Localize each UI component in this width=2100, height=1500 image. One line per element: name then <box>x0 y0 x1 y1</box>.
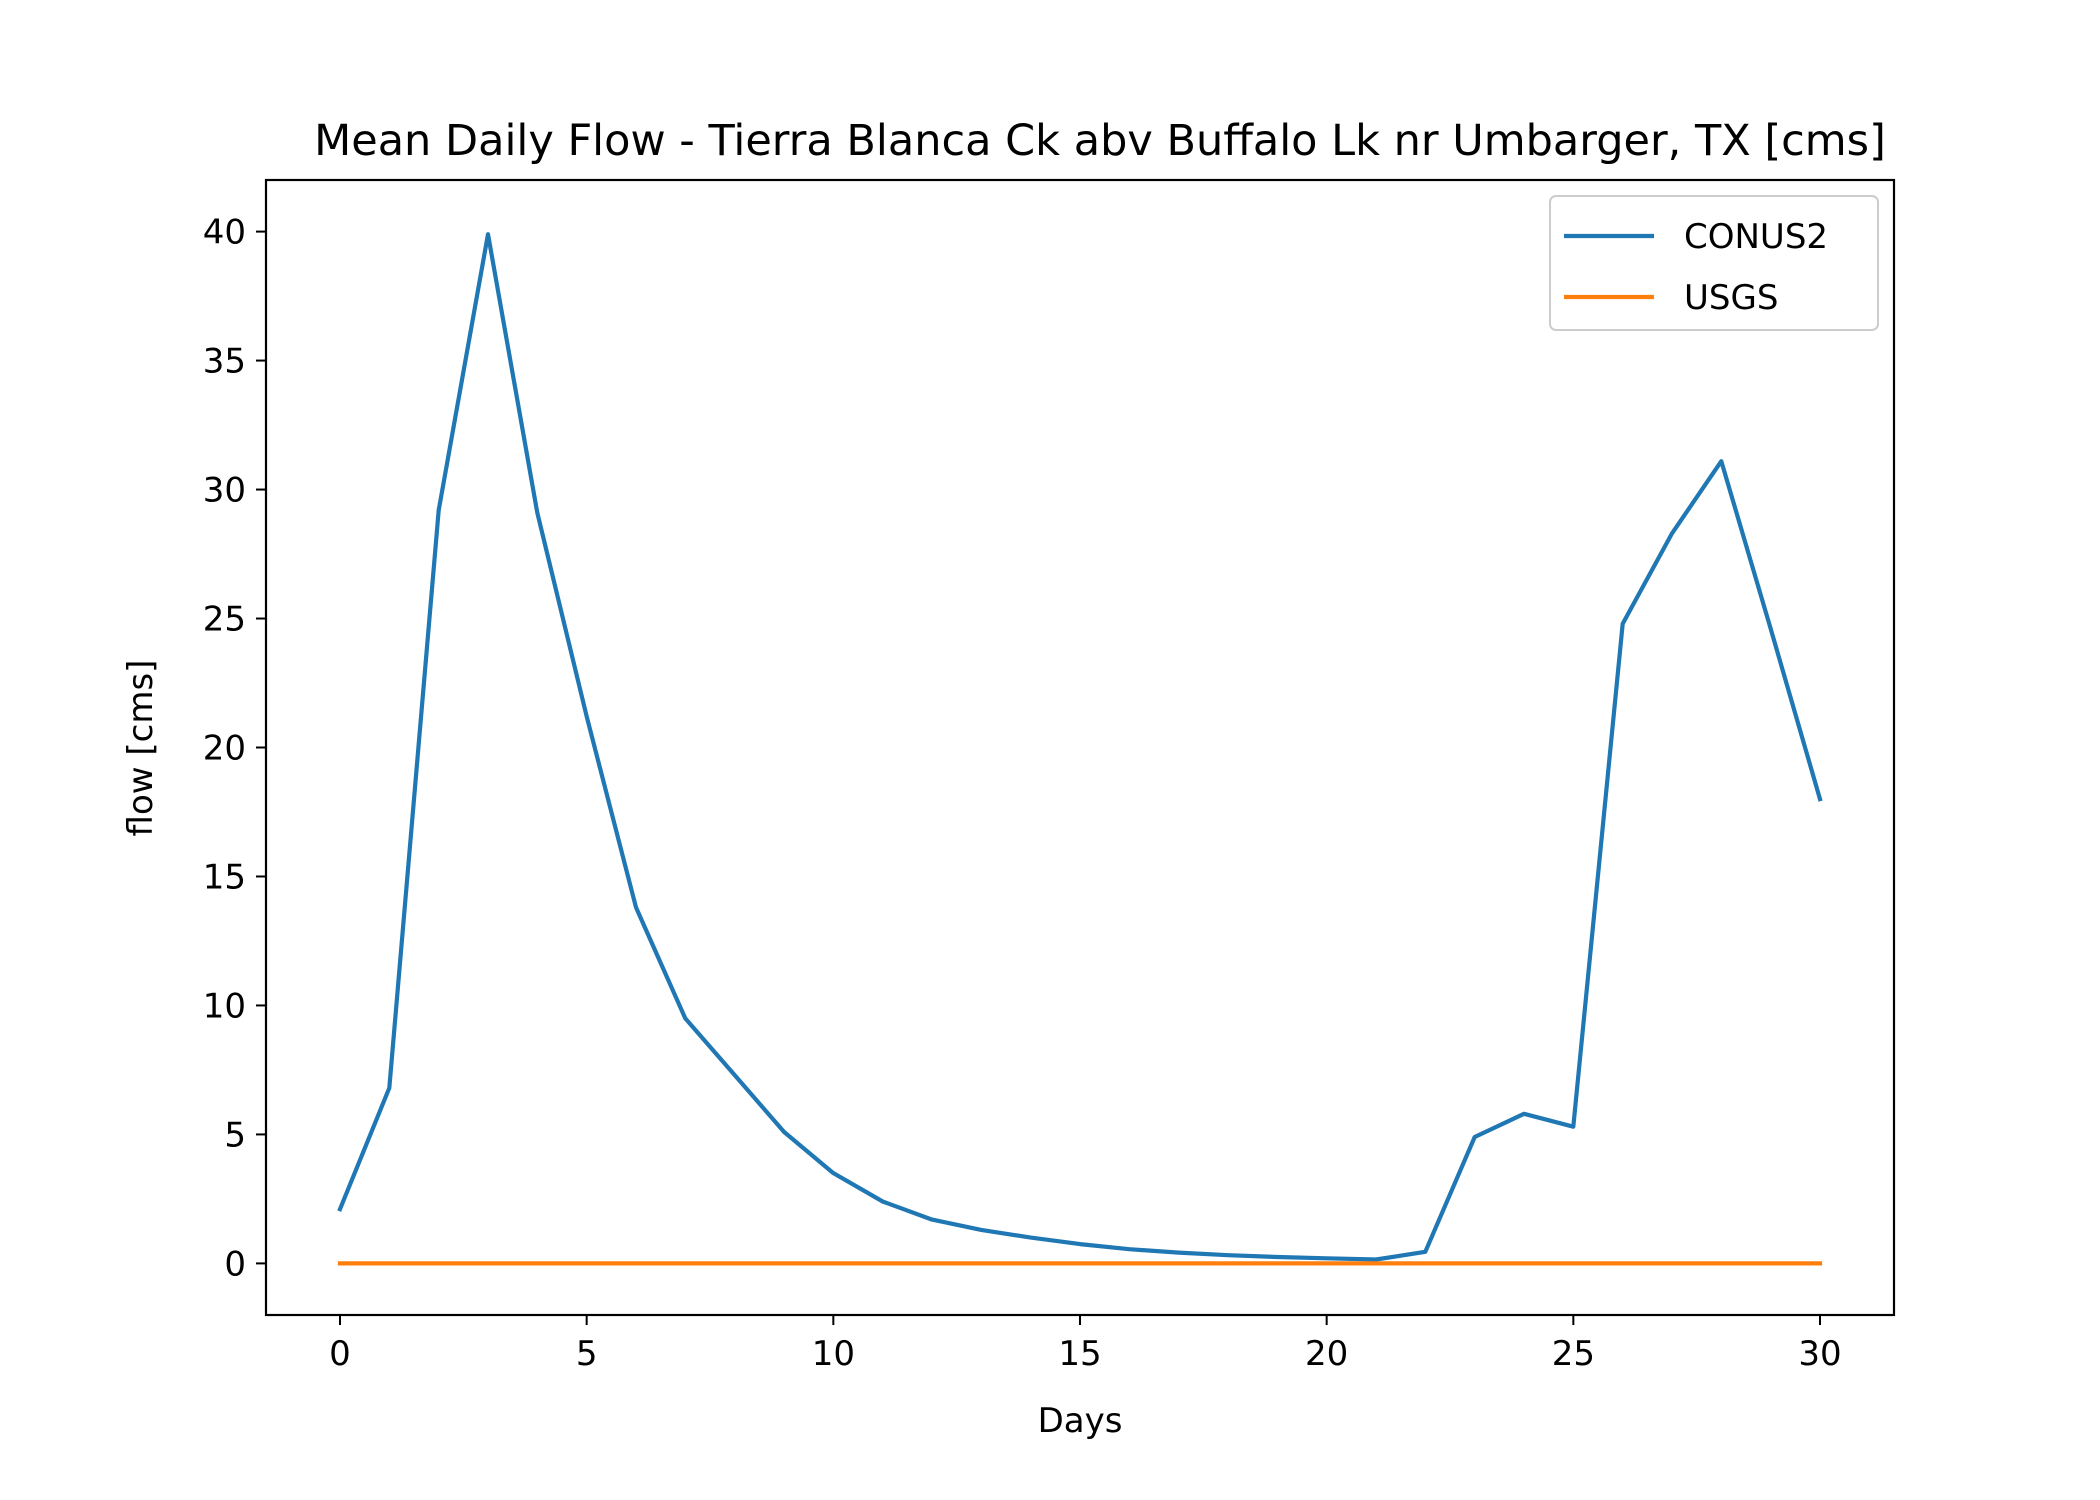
y-tick-label: 35 <box>203 342 246 382</box>
x-tick-label: 10 <box>812 1334 855 1374</box>
legend-label-conus2: CONUS2 <box>1684 217 1828 257</box>
y-tick-label: 30 <box>203 471 246 511</box>
x-tick-label: 0 <box>329 1334 351 1374</box>
y-tick-label: 25 <box>203 600 246 640</box>
series-line-conus2 <box>337 232 1823 1262</box>
chart-title: Mean Daily Flow - Tierra Blanca Ck abv B… <box>314 116 1886 166</box>
y-tick-label: 5 <box>224 1115 246 1155</box>
y-axis: 0 5 10 15 20 25 30 35 40 <box>203 213 266 1284</box>
x-tick-label: 5 <box>576 1334 598 1374</box>
y-tick-label: 40 <box>203 213 246 253</box>
x-tick-label: 20 <box>1305 1334 1348 1374</box>
y-tick-label: 20 <box>203 729 246 769</box>
y-tick-label: 15 <box>203 857 246 897</box>
x-axis: 0 5 10 15 20 25 30 <box>329 1315 1842 1374</box>
legend-label-usgs: USGS <box>1684 278 1778 318</box>
y-tick-label: 0 <box>224 1244 246 1284</box>
y-axis-label: flow [cms] <box>121 660 161 837</box>
legend: CONUS2 USGS <box>1549 195 1879 331</box>
x-tick-label: 30 <box>1798 1334 1841 1374</box>
x-tick-label: 25 <box>1552 1334 1595 1374</box>
x-axis-label: Days <box>1038 1401 1123 1441</box>
y-tick-label: 10 <box>203 986 246 1026</box>
x-tick-label: 15 <box>1058 1334 1101 1374</box>
plot-lines <box>337 232 1823 1266</box>
